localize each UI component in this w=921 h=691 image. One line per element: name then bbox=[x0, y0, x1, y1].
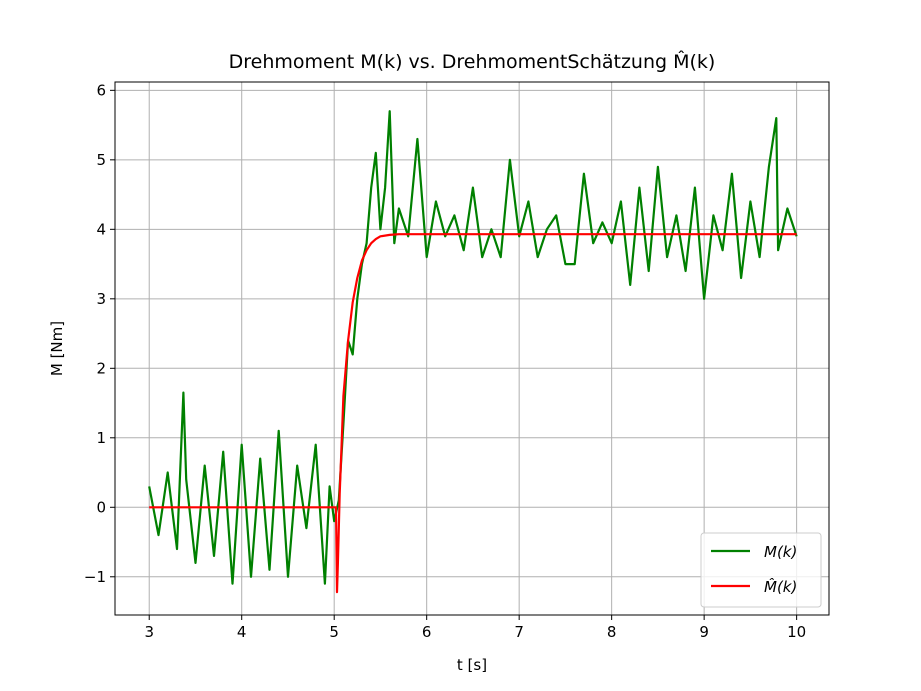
x-tick-label: 3 bbox=[144, 623, 154, 641]
x-tick-label: 10 bbox=[787, 623, 806, 641]
x-tick-label: 6 bbox=[422, 623, 432, 641]
y-tick-label: 6 bbox=[96, 81, 106, 99]
legend-box bbox=[700, 532, 822, 608]
legend-label-m-hat: M̂(k) bbox=[764, 577, 797, 596]
chart-title: Drehmoment M(k) vs. DrehmomentSchätzung … bbox=[229, 51, 716, 73]
series-line-m bbox=[148, 110, 798, 585]
y-tick-label: 3 bbox=[96, 290, 106, 308]
x-tick-label: 7 bbox=[514, 623, 524, 641]
y-tick-label: 0 bbox=[96, 498, 106, 516]
x-axis-label: t [s] bbox=[457, 656, 487, 674]
y-tick-label: 2 bbox=[96, 359, 106, 377]
y-tick-label: 1 bbox=[96, 429, 106, 447]
ticks: 3 4 5 6 7 8 9 10 −1 0 1 2 3 4 5 6 bbox=[84, 81, 806, 641]
axes-frame bbox=[114, 81, 830, 616]
y-tick-label: 4 bbox=[96, 220, 106, 238]
x-tick-label: 9 bbox=[699, 623, 709, 641]
series-line-m-hat bbox=[149, 233, 797, 594]
x-tick-label: 5 bbox=[329, 623, 339, 641]
x-tick-label: 4 bbox=[237, 623, 247, 641]
series-group bbox=[148, 110, 798, 594]
y-tick-label: −1 bbox=[84, 568, 106, 586]
y-axis-label: M [Nm] bbox=[48, 321, 66, 376]
y-tick-label: 5 bbox=[96, 151, 106, 169]
x-tick-label: 8 bbox=[607, 623, 617, 641]
legend-label-m: M(k) bbox=[764, 543, 797, 561]
legend: M(k) M̂(k) bbox=[700, 532, 822, 608]
